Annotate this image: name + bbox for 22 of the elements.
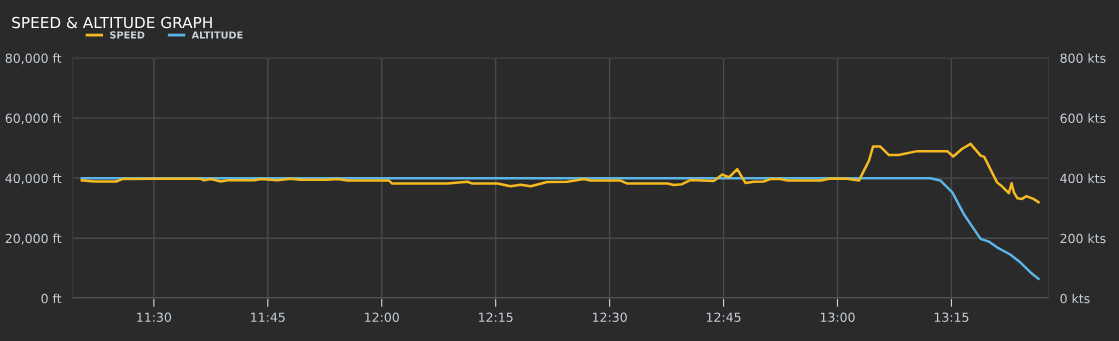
y-tick-label: 60,000 ft — [5, 113, 62, 125]
x-tick-label: 13:15 — [934, 312, 969, 322]
y-tick-label: 20,000 ft — [5, 233, 62, 245]
y-tick-label: 40,000 ft — [5, 173, 62, 185]
x-tick-label: 12:00 — [365, 312, 399, 322]
x-tick-label: 11:45 — [251, 312, 285, 322]
y-tick-label: 0 ft — [41, 293, 62, 304]
y2-tick-label: 600 kts — [1060, 113, 1106, 123]
y2-tick-label: 800 kts — [1060, 53, 1106, 63]
y-tick-label: 80,000 ft — [5, 53, 62, 65]
x-tick-label: 12:45 — [706, 312, 741, 322]
legend-label: SPEED — [110, 31, 145, 39]
y2-tick-label: 0 kts — [1060, 293, 1090, 304]
y2-tick-label: 200 kts — [1060, 233, 1106, 244]
x-tick-label: 12:30 — [592, 312, 627, 322]
x-tick-label: 12:15 — [479, 312, 513, 322]
x-tick-label: 11:30 — [137, 312, 172, 322]
x-tick-label: 13:00 — [820, 312, 855, 322]
chart-title: SPEED & ALTITUDE GRAPH — [12, 16, 212, 29]
y2-tick-label: 400 kts — [1060, 173, 1106, 184]
legend-label: ALTITUDE — [191, 31, 243, 39]
line-series — [80, 142, 1040, 204]
